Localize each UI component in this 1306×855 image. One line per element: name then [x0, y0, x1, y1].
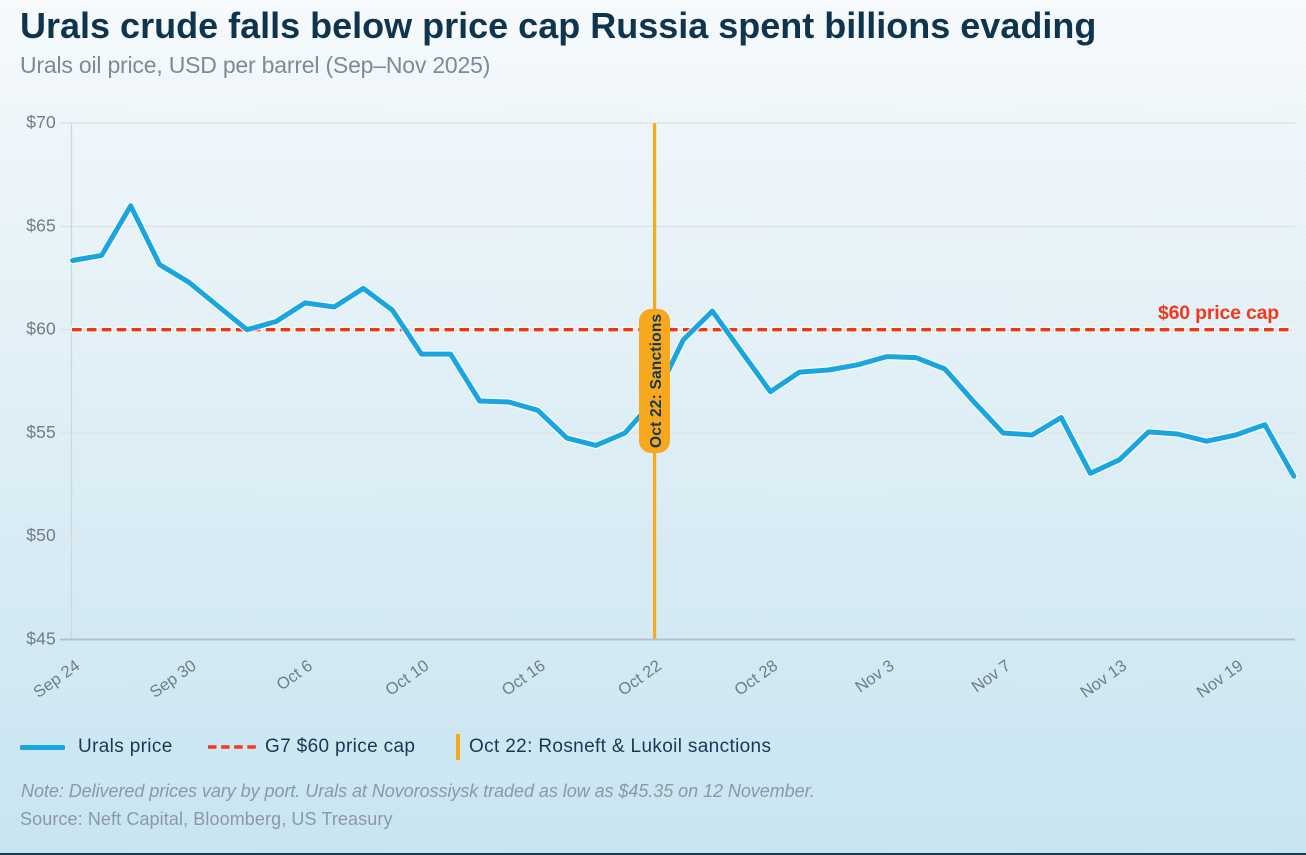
svg-text:$50: $50	[26, 525, 56, 545]
svg-text:Oct 28: Oct 28	[731, 657, 781, 700]
svg-text:$65: $65	[26, 216, 56, 236]
svg-text:Sep 30: Sep 30	[147, 657, 200, 702]
svg-text:$70: $70	[26, 112, 56, 132]
svg-text:Nov 7: Nov 7	[968, 657, 1014, 697]
svg-text:Nov 3: Nov 3	[852, 657, 898, 697]
svg-text:Sep 24: Sep 24	[30, 657, 83, 702]
svg-text:$45: $45	[26, 629, 56, 649]
svg-text:$55: $55	[26, 422, 56, 442]
svg-text:Oct 16: Oct 16	[499, 657, 549, 700]
svg-text:Oct 6: Oct 6	[273, 657, 316, 695]
svg-text:Oct 10: Oct 10	[382, 657, 432, 700]
svg-text:Nov 13: Nov 13	[1077, 657, 1130, 702]
svg-text:$60: $60	[26, 319, 56, 339]
svg-text:Oct 22: Oct 22	[615, 657, 665, 700]
svg-text:Oct 22: Sanctions: Oct 22: Sanctions	[648, 314, 665, 448]
svg-text:Nov 19: Nov 19	[1194, 657, 1247, 702]
